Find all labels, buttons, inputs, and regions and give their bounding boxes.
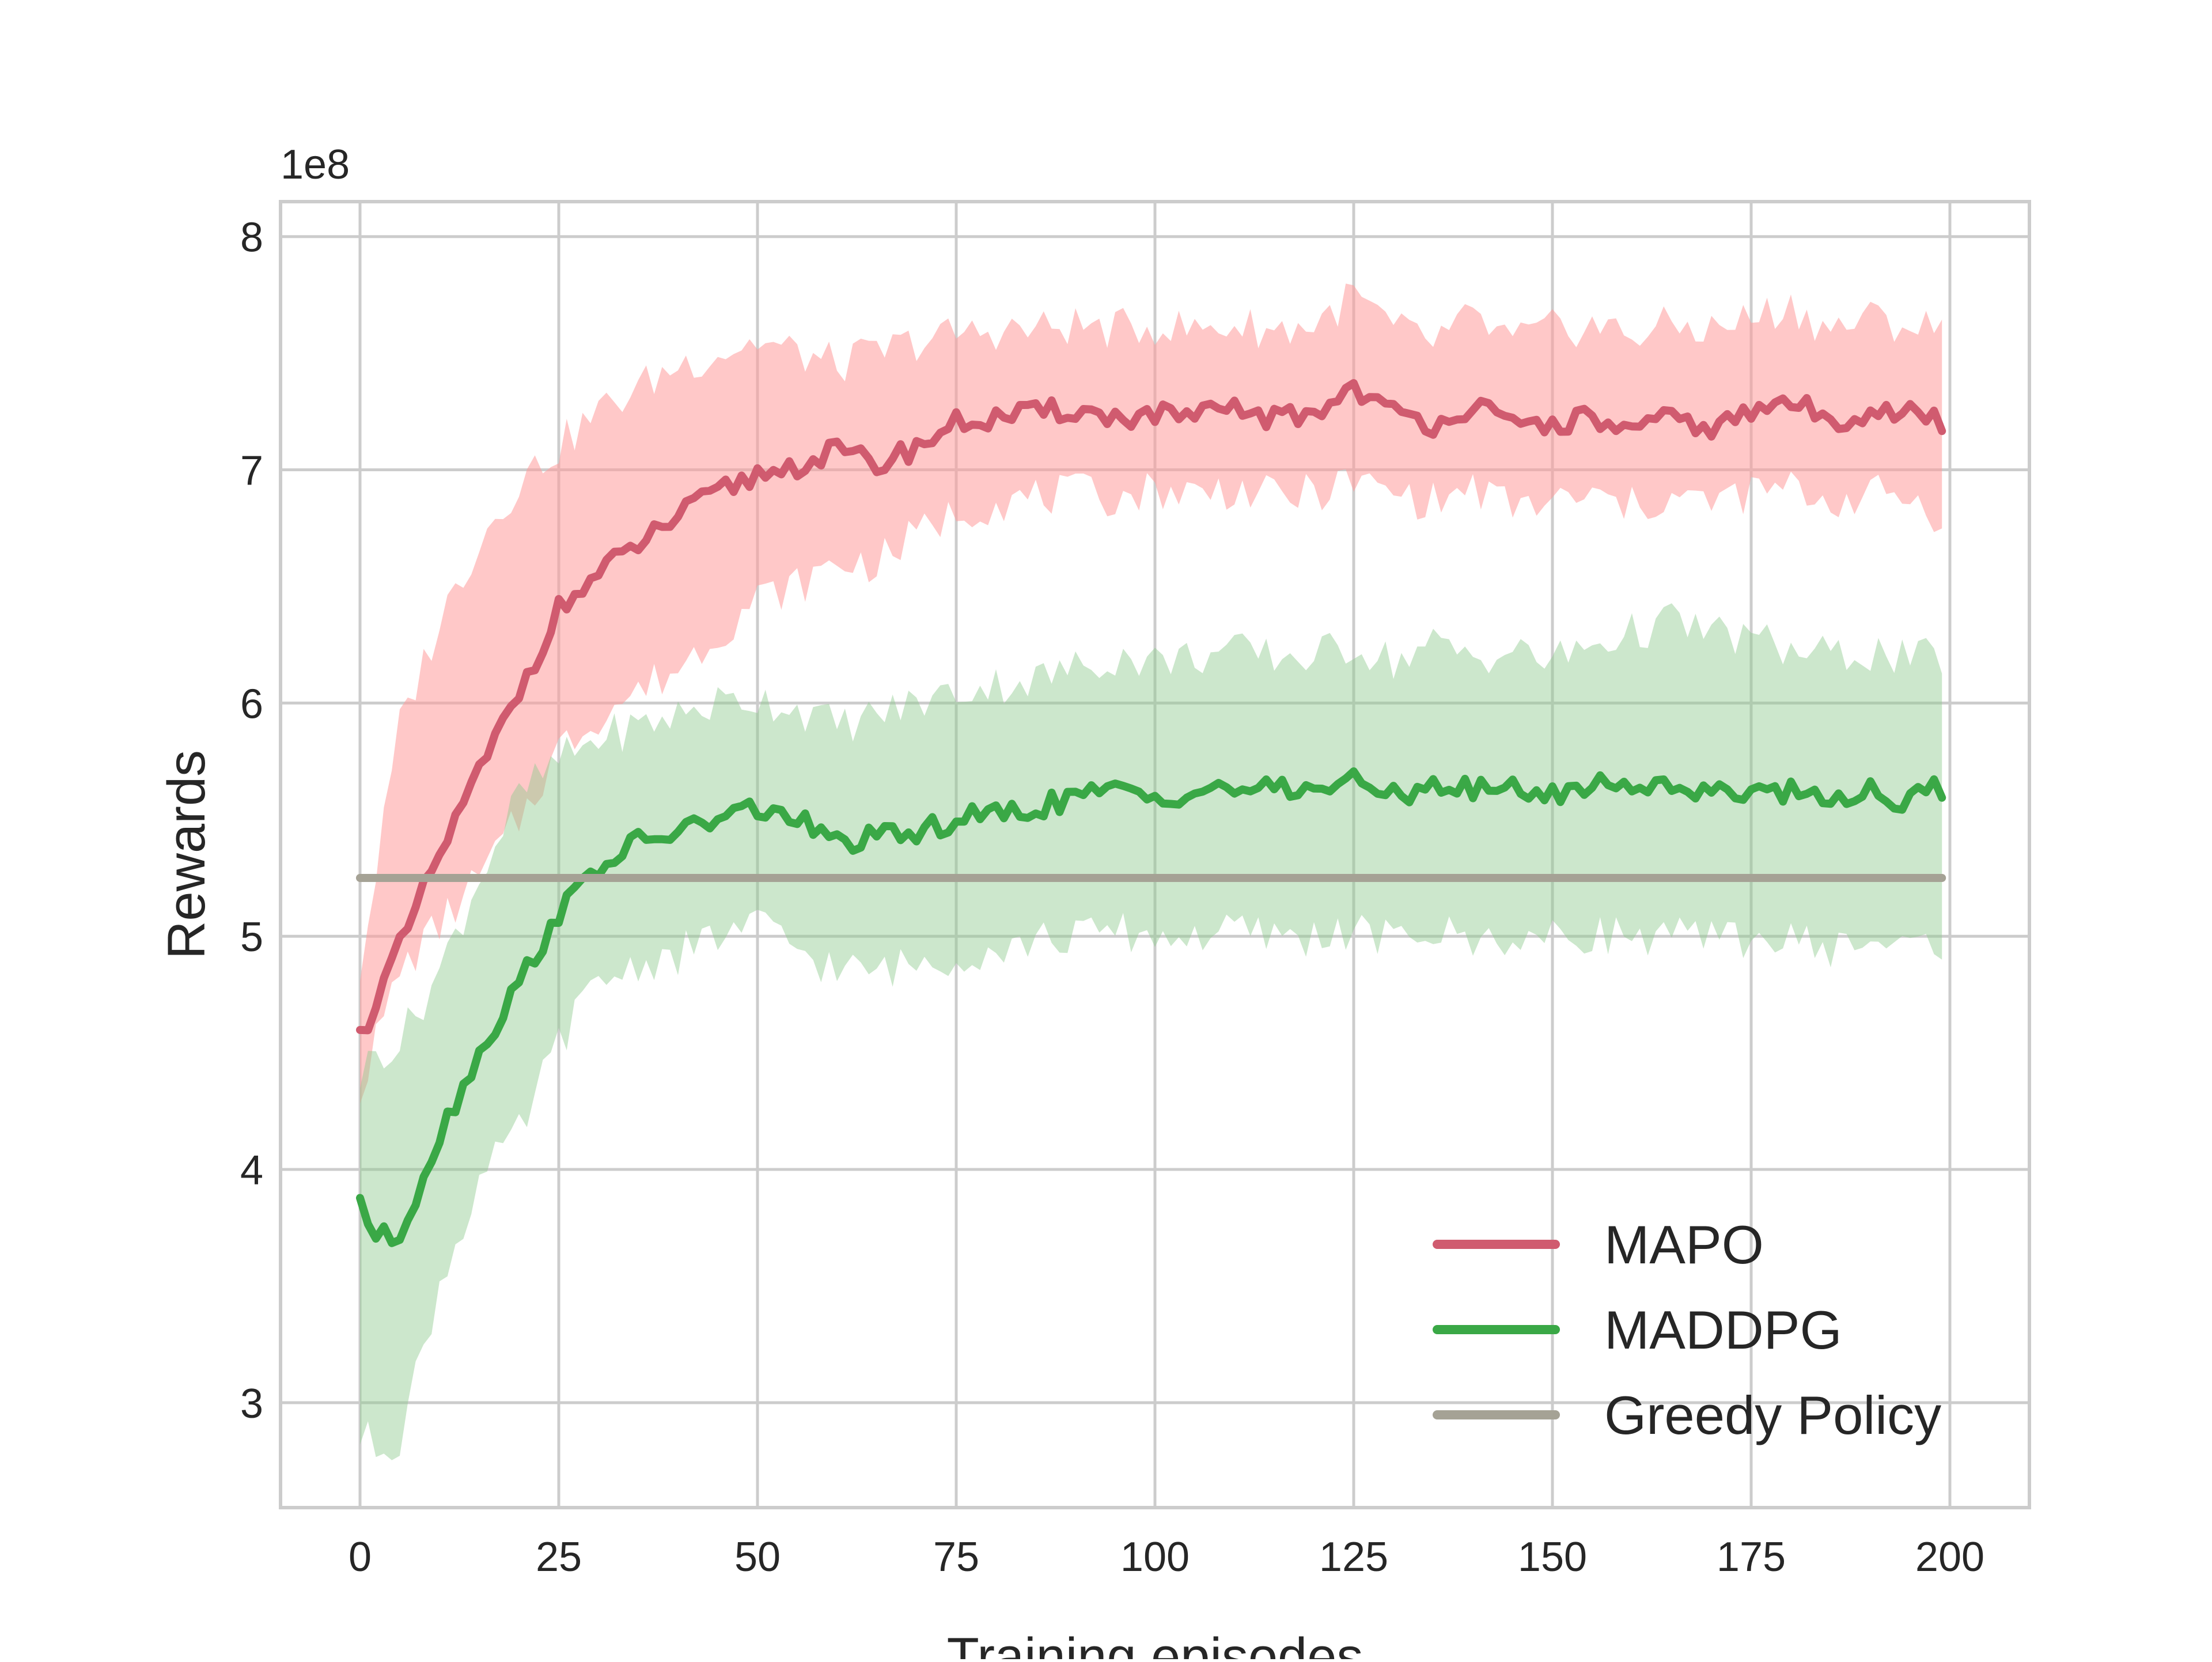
y-axis-ticks: 3 4 5 6 7 8 — [240, 215, 263, 1427]
legend-label-maddpg: MADDPG — [1604, 1300, 1842, 1360]
y-tick-label: 3 — [240, 1381, 263, 1427]
y-axis-label: Rewards — [157, 750, 216, 959]
y-scale-label: 1e8 — [281, 142, 350, 188]
x-axis-ticks: 0 25 50 75 100 125 150 175 200 — [349, 1534, 1984, 1580]
y-tick-label: 5 — [240, 914, 263, 960]
line-maddpg — [356, 767, 1946, 1247]
x-tick-label: 125 — [1319, 1534, 1388, 1580]
legend-label-mapo: MAPO — [1604, 1214, 1764, 1275]
x-tick-label: 50 — [734, 1534, 781, 1580]
y-tick-label: 6 — [240, 681, 263, 727]
x-tick-label: 75 — [933, 1534, 979, 1580]
y-tick-label: 8 — [240, 215, 263, 261]
series-lines — [356, 379, 1946, 1247]
line-mapo — [356, 379, 1946, 1035]
legend: MAPO MADDPG Greedy Policy — [1433, 1214, 1941, 1445]
x-tick-label: 0 — [349, 1534, 372, 1580]
x-tick-label: 100 — [1120, 1534, 1190, 1580]
plot-frame — [279, 200, 2031, 1509]
y-tick-label: 4 — [240, 1148, 263, 1194]
x-tick-label: 200 — [1915, 1534, 1984, 1580]
band-mapo — [360, 283, 1942, 1104]
x-tick-label: 25 — [536, 1534, 582, 1580]
y-tick-label: 7 — [240, 448, 263, 494]
x-tick-label: 150 — [1518, 1534, 1587, 1580]
x-tick-label: 175 — [1717, 1534, 1786, 1580]
x-axis-label: Training episodes — [947, 1627, 1363, 1659]
legend-label-greedy-policy: Greedy Policy — [1604, 1385, 1941, 1445]
